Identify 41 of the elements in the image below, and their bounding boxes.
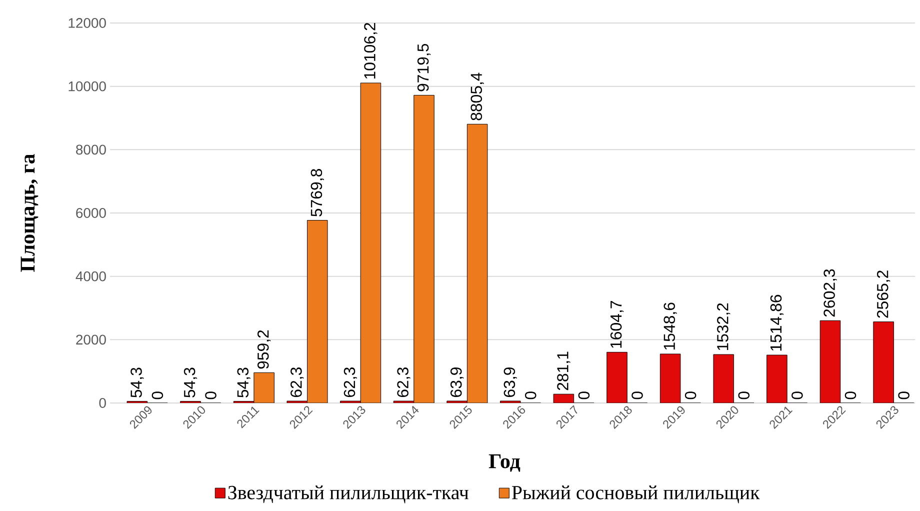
data-label: 0 — [205, 392, 216, 400]
data-label: 2602,3 — [824, 269, 837, 317]
data-label: 1604,7 — [610, 301, 624, 348]
data-label: 63,9 — [504, 368, 517, 397]
y-tick-label: 12000 — [68, 18, 106, 28]
data-label: 5769,8 — [310, 169, 324, 216]
data-label: 54,3 — [237, 368, 250, 398]
data-label: 0 — [738, 392, 750, 400]
y-tick-label: 4000 — [76, 271, 106, 282]
data-label: 0 — [152, 392, 164, 400]
data-label: 281,1 — [557, 352, 570, 390]
data-label: 959,2 — [257, 330, 271, 369]
data-label: 54,3 — [130, 368, 144, 398]
y-tick-label: 6000 — [76, 208, 106, 218]
data-label: 8805,4 — [470, 72, 484, 120]
data-label: 63,9 — [450, 368, 464, 397]
data-label: 62,3 — [290, 368, 304, 398]
data-label: 1514,86 — [770, 294, 784, 351]
data-label: 0 — [898, 392, 910, 400]
data-label: 62,3 — [397, 368, 410, 398]
x-axis-title: Год — [488, 454, 520, 472]
data-label: 0 — [578, 392, 590, 400]
y-tick-label: 8000 — [76, 144, 106, 155]
data-label: 1532,2 — [717, 303, 730, 350]
y-tick-label: 0 — [99, 398, 106, 408]
data-label: 0 — [844, 392, 856, 400]
data-label: 0 — [524, 392, 536, 400]
legend-label: Рыжий сосновый пилильщик — [512, 485, 760, 504]
data-label: 9719,5 — [417, 44, 431, 92]
data-label: 1548,6 — [664, 302, 677, 350]
y-axis-title: Площадь, га — [20, 154, 38, 272]
data-label: 0 — [632, 392, 643, 400]
data-label: 54,3 — [184, 368, 198, 398]
data-label: 0 — [792, 392, 803, 400]
y-tick-label: 2000 — [76, 334, 106, 345]
data-label: 0 — [684, 392, 696, 400]
y-tick-label: 10000 — [68, 81, 106, 92]
legend-label: Звездчатый пилильщик-ткач — [228, 485, 468, 504]
data-label: 62,3 — [344, 368, 358, 398]
data-label: 2565,2 — [876, 270, 890, 318]
data-label: 10106,2 — [364, 22, 378, 79]
